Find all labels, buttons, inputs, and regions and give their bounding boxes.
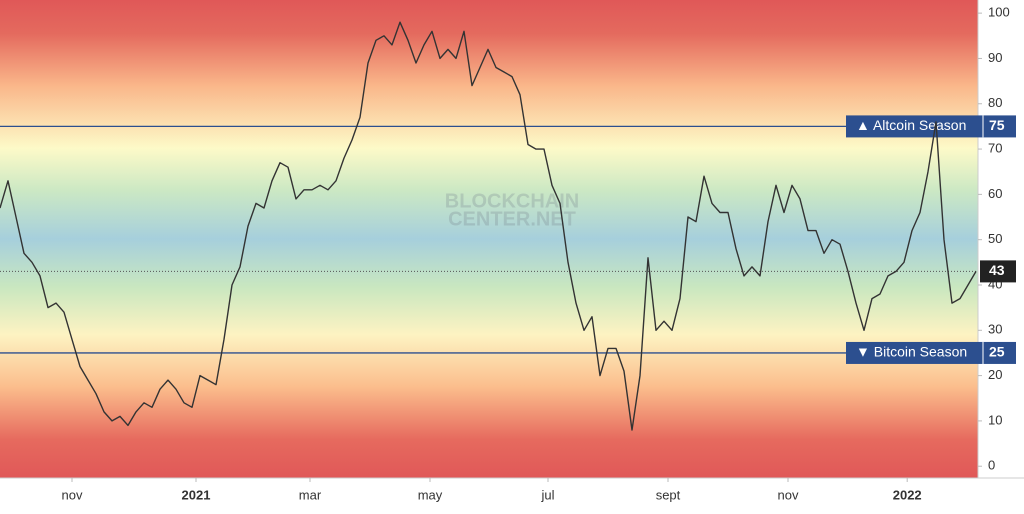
reference-tag xyxy=(846,115,1016,138)
x-tick-label: may xyxy=(418,487,443,502)
watermark: CENTER.NET xyxy=(448,208,576,230)
y-tick-label: 30 xyxy=(988,322,1002,337)
y-tick-label: 70 xyxy=(988,141,1002,156)
y-tick-label: 80 xyxy=(988,95,1002,110)
index-line xyxy=(0,21,977,431)
y-tick-label: 0 xyxy=(988,458,995,473)
x-tick-label: 2021 xyxy=(182,487,211,502)
y-tick-label: 50 xyxy=(988,231,1002,246)
current-value: 43 xyxy=(989,262,1005,278)
y-tick-label: 10 xyxy=(988,412,1002,427)
x-tick-label: mar xyxy=(299,487,322,502)
reference-value: 25 xyxy=(989,344,1005,360)
reference-label: ▼ Bitcoin Season xyxy=(856,344,967,360)
reference-tag xyxy=(846,341,1016,364)
plot-background xyxy=(0,0,978,478)
y-tick-label: 100 xyxy=(988,5,1010,20)
reference-value: 75 xyxy=(989,117,1005,133)
y-tick-label: 60 xyxy=(988,186,1002,201)
x-tick-label: sept xyxy=(656,487,681,502)
y-tick-label: 20 xyxy=(988,367,1002,382)
y-tick-label: 90 xyxy=(988,50,1002,65)
x-tick-label: nov xyxy=(62,487,83,502)
watermark: BLOCKCHAIN xyxy=(445,190,579,212)
x-tick-label: nov xyxy=(778,487,799,502)
x-tick-label: jul xyxy=(540,487,554,502)
x-tick-label: 2022 xyxy=(893,487,922,502)
reference-label: ▲ Altcoin Season xyxy=(856,117,966,133)
current-tag xyxy=(980,260,1016,283)
